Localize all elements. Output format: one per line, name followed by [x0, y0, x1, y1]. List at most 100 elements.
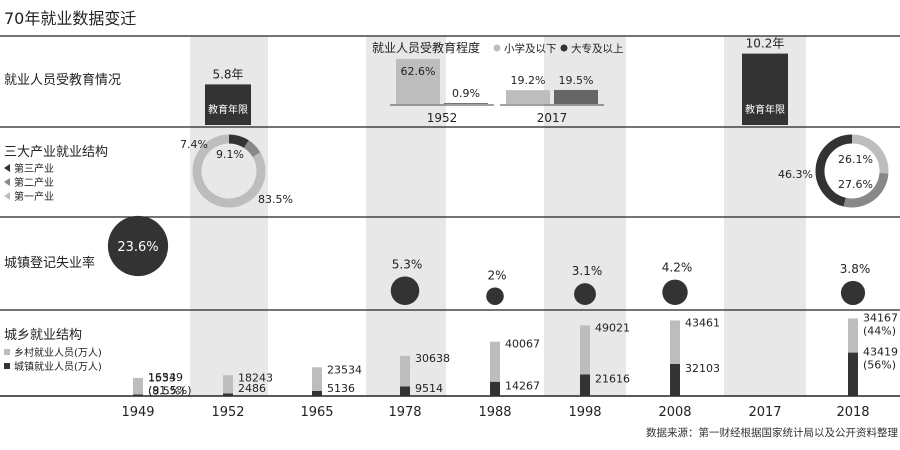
rural-bar [848, 318, 858, 353]
rural-bar [400, 355, 410, 387]
unemployment-value: 2% [487, 268, 506, 282]
unemployment-value: 4.2% [662, 261, 693, 275]
unemployment-bubble [840, 280, 866, 305]
education-years-label: 5.8年 [212, 67, 243, 81]
education-bar-caption: 教育年限 [745, 103, 785, 116]
urban-bar [223, 393, 233, 396]
urban-bar [133, 394, 143, 396]
unemployment-value: 5.3% [392, 257, 423, 271]
unemployment-value: 23.6% [117, 240, 158, 255]
legend-swatch-rural [4, 349, 10, 355]
industry-legend-marker [4, 164, 10, 172]
urban-share: (56%) [863, 359, 896, 372]
unemployment-bubble [390, 276, 420, 305]
rural-value: 34167 [863, 311, 898, 324]
industry-title: 三大产业就业结构 [4, 145, 108, 160]
industry-legend-label: 第一产业 [14, 190, 54, 203]
legend-swatch-urban [4, 363, 10, 369]
year-axis-label: 1965 [300, 405, 333, 420]
urban-rural-title: 城乡就业结构 [4, 328, 82, 343]
unemployment-title: 城镇登记失业率 [4, 255, 95, 271]
urban-bar [490, 381, 500, 396]
rural-bar [223, 375, 233, 394]
industry-1952-secondary: 7.4% [180, 138, 208, 151]
year-axis-label: 1998 [568, 405, 601, 420]
unemployment-bubble [574, 283, 596, 305]
education-years-label: 10.2年 [746, 37, 785, 51]
urban-value: 14267 [505, 380, 540, 393]
rural-bar [133, 377, 143, 395]
urban-bar [400, 386, 410, 396]
industry-legend-marker [4, 192, 10, 200]
education-level-year: 2017 [537, 111, 568, 125]
education-bar-caption: 教育年限 [208, 103, 248, 116]
legend-primary: 小学及以下 [504, 42, 557, 55]
rural-value: 16549 [148, 371, 183, 384]
year-axis-label: 2008 [658, 405, 691, 420]
industry-1952-tertiary: 9.1% [216, 148, 244, 161]
industry-donut-2018 [843, 172, 889, 208]
education-level-value: 19.5% [559, 74, 594, 87]
year-axis-label: 1949 [121, 405, 154, 420]
education-level-title: 就业人员受教育程度 [372, 40, 480, 55]
rural-share: (91.5%) [148, 384, 192, 397]
urban-value: 21616 [595, 372, 630, 385]
education-title: 就业人员受教育情况 [4, 72, 121, 88]
education-level-value: 0.9% [452, 87, 480, 100]
urban-bar [312, 390, 322, 396]
industry-donut-2018 [851, 134, 889, 174]
industry-donut-1952 [228, 134, 249, 149]
rural-value: 43461 [685, 316, 720, 329]
rural-value: 23534 [327, 363, 362, 376]
legend-dot-college [560, 44, 568, 52]
page-title: 70年就业数据变迁 [4, 9, 136, 28]
rural-value: 40067 [505, 338, 540, 351]
education-level-value: 62.6% [401, 65, 436, 78]
urban-value: 43419 [863, 346, 898, 359]
industry-legend-label: 第二产业 [14, 176, 54, 189]
urban-bar [580, 374, 590, 396]
urban-value: 1533 [148, 371, 176, 384]
unemployment-bubble [486, 287, 504, 305]
education-years-bar [742, 53, 788, 125]
unemployment-bubble [662, 279, 688, 306]
industry-1952-primary: 83.5% [258, 193, 293, 206]
urban-share: (8.5%) [148, 384, 185, 397]
rural-bar [312, 367, 322, 391]
education-level-bar [444, 103, 488, 104]
legend-dot-primary [493, 44, 501, 52]
rural-value: 49021 [595, 321, 630, 334]
education-level-bar [396, 58, 440, 104]
urban-value: 9514 [415, 382, 443, 395]
industry-2018-secondary: 27.6% [838, 178, 873, 191]
rural-bar [580, 325, 590, 375]
industry-legend-label: 第三产业 [14, 162, 54, 175]
industry-donut-2018 [815, 134, 853, 207]
year-axis-label: 2018 [836, 405, 869, 420]
rural-share: (44%) [863, 324, 896, 337]
year-axis-label: 2017 [748, 405, 781, 420]
education-level-bar [506, 90, 550, 104]
education-years-bar [205, 84, 251, 125]
urban-value: 32103 [685, 362, 720, 375]
urban-bar [670, 363, 680, 396]
education-level-value: 19.2% [511, 74, 546, 87]
education-level-bar [554, 89, 598, 104]
industry-2018-primary: 26.1% [838, 153, 873, 166]
industry-2018-tertiary: 46.3% [778, 168, 813, 181]
unemployment-bubble [107, 215, 169, 277]
industry-donut-1952 [192, 134, 266, 208]
education-level-year: 1952 [427, 111, 458, 125]
legend-urban: 城镇就业人员(万人) [14, 360, 102, 373]
rural-bar [490, 341, 500, 382]
urban-value: 2486 [238, 382, 266, 395]
year-axis-label: 1952 [211, 405, 244, 420]
industry-donut-1952 [243, 140, 261, 158]
legend-college: 大专及以上 [571, 42, 624, 55]
rural-bar [670, 320, 680, 364]
industry-legend-marker [4, 178, 10, 186]
rural-value: 18243 [238, 371, 273, 384]
source-note: 数据来源：第一财经根据国家统计局以及公开资料整理 [646, 426, 898, 439]
